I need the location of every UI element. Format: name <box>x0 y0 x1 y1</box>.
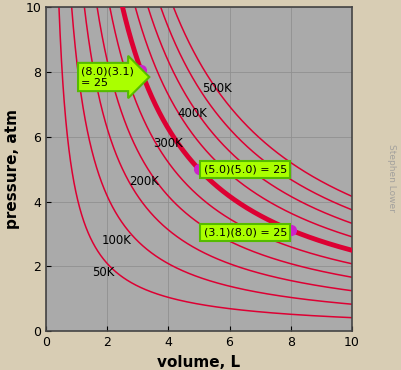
Text: 200K: 200K <box>128 175 158 188</box>
Y-axis label: pressure, atm: pressure, atm <box>5 109 20 229</box>
X-axis label: volume, L: volume, L <box>157 354 240 370</box>
Text: (5.0)(5.0) = 25: (5.0)(5.0) = 25 <box>203 164 286 174</box>
Text: (8.0)(3.1)
= 25: (8.0)(3.1) = 25 <box>81 66 134 88</box>
Text: (3.1)(8.0) = 25: (3.1)(8.0) = 25 <box>203 228 286 238</box>
Text: 50K: 50K <box>92 266 114 279</box>
Text: 100K: 100K <box>101 234 131 247</box>
Text: 400K: 400K <box>177 107 207 121</box>
Text: Stephen Lower: Stephen Lower <box>386 144 395 212</box>
Text: 500K: 500K <box>202 81 231 95</box>
Text: 300K: 300K <box>153 137 182 149</box>
